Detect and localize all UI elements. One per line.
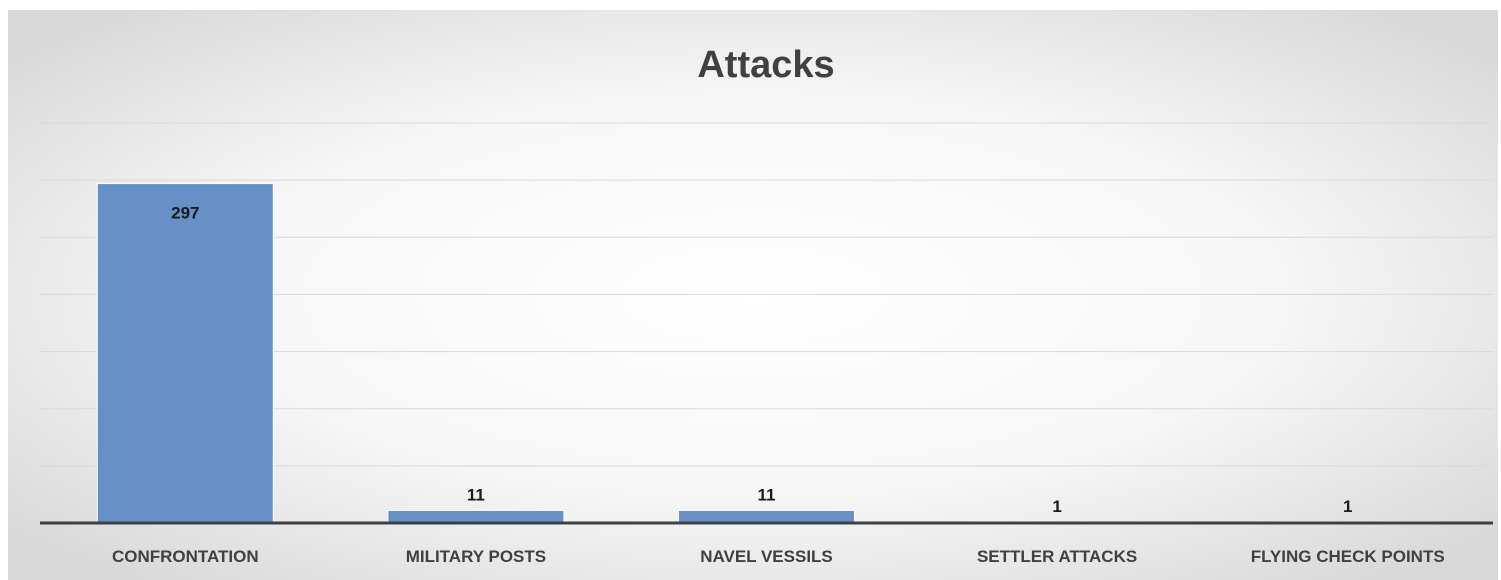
category-label: SETTLER ATTACKS (977, 547, 1137, 566)
data-label: 11 (467, 485, 485, 504)
data-label: 11 (758, 485, 776, 504)
category-label: NAVEL VESSILS (700, 547, 833, 566)
data-label: 1 (1343, 497, 1352, 516)
data-label: 1 (1052, 497, 1061, 516)
category-label: MILITARY POSTS (406, 547, 546, 566)
gridlines (40, 122, 1493, 467)
data-label: 297 (171, 204, 199, 223)
category-labels: CONFRONTATION MILITARY POSTS NAVEL VESSILS… (112, 547, 1445, 566)
chart-title: Attacks (697, 44, 834, 86)
bar (96, 183, 274, 524)
category-label: CONFRONTATION (112, 547, 259, 566)
category-label: FLYING CHECK POINTS (1251, 547, 1445, 566)
bar (387, 509, 565, 524)
bar (678, 509, 855, 524)
